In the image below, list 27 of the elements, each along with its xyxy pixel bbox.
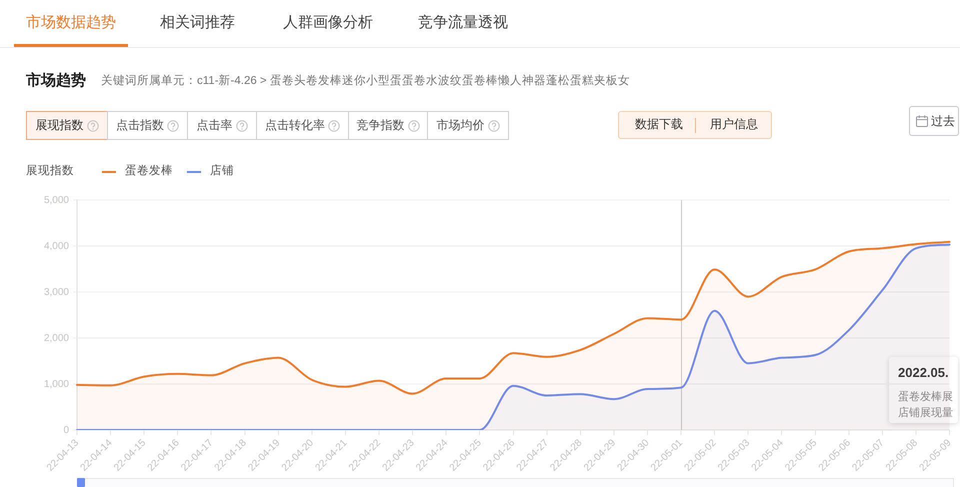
annotation: 蛋卷发棒展 bbox=[898, 391, 953, 404]
legend-label: 蛋卷发棒 bbox=[125, 164, 173, 179]
tooltip: 2022.05. 蛋卷发棒展 店铺展现量 bbox=[889, 357, 958, 423]
tab[interactable]: 人群画像分析 bbox=[271, 0, 385, 47]
legend-label: 店铺 bbox=[210, 164, 234, 179]
y-tick-label: 5,000 bbox=[44, 194, 70, 206]
button[interactable]: 过去 bbox=[909, 106, 959, 136]
y-tick-label: 0 bbox=[63, 424, 70, 436]
button[interactable]: 数据下载 bbox=[619, 112, 695, 138]
button[interactable]: 竞争指数 bbox=[348, 111, 428, 140]
y-tick-label: 3,000 bbox=[44, 286, 70, 298]
button[interactable]: 点击率 bbox=[187, 111, 257, 140]
chart-title: 市场趋势 bbox=[26, 72, 86, 90]
chart-subtitle: 关键词所属单元：c11-新-4.26 > 蛋卷头卷发棒迷你小型蛋蛋卷水波纹蛋卷棒懒人神器蓬松蛋糕夹板女 bbox=[101, 74, 630, 89]
button[interactable]: 市场均价 bbox=[427, 111, 509, 140]
tab[interactable]: 竞争流量透视 bbox=[406, 0, 520, 47]
button[interactable]: 点击转化率 bbox=[256, 111, 349, 140]
y-axis-title: 展现指数 bbox=[26, 164, 74, 179]
button[interactable]: 展现指数 bbox=[26, 111, 108, 140]
annotation: 2022.05. bbox=[898, 365, 949, 381]
button[interactable]: 点击指数 bbox=[107, 111, 188, 140]
y-tick-label: 2,000 bbox=[44, 332, 70, 344]
annotation: 店铺展现量 bbox=[898, 407, 953, 420]
button[interactable]: 用户信息 bbox=[696, 112, 771, 138]
tab[interactable]: 相关词推荐 bbox=[148, 0, 247, 47]
y-tick-label: 4,000 bbox=[44, 240, 70, 252]
y-tick-label: 1,000 bbox=[44, 378, 70, 390]
